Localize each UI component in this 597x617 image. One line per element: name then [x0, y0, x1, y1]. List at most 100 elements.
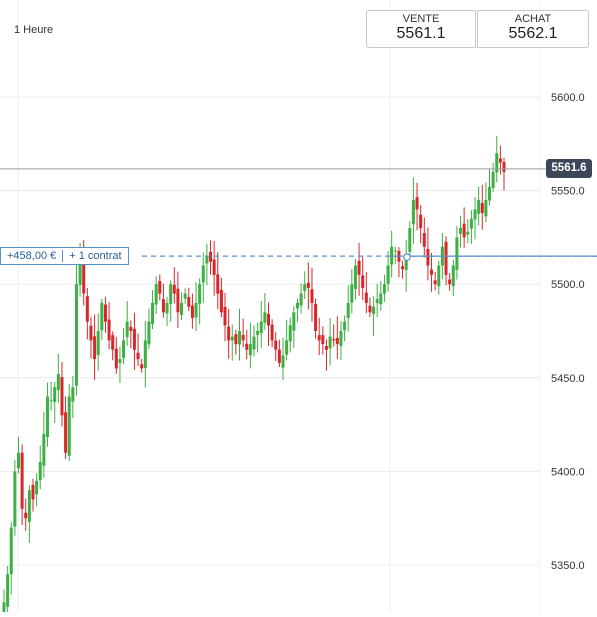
candle-body — [234, 334, 238, 345]
candle-body — [404, 256, 408, 270]
y-tick-label: 5500.0 — [551, 279, 585, 291]
candle-body — [328, 336, 332, 349]
candle-body — [433, 280, 437, 285]
candle-body — [502, 161, 506, 172]
candle-body — [96, 331, 100, 356]
candle-body — [122, 340, 126, 359]
candle-body — [375, 299, 379, 304]
sell-price: 5561.1 — [396, 25, 446, 42]
candle-body — [187, 297, 191, 307]
candle-body — [266, 314, 270, 326]
sell-label: VENTE — [402, 13, 440, 25]
sell-button[interactable]: VENTE 5561.1 — [366, 10, 476, 48]
candle-body — [212, 259, 216, 275]
candle-body — [216, 274, 220, 294]
badge-divider — [62, 250, 64, 262]
candle-body — [205, 256, 209, 264]
candle-body — [180, 302, 184, 315]
candle-body — [372, 306, 376, 314]
candle-body — [324, 346, 328, 350]
candle-body — [386, 265, 390, 284]
candle-body — [303, 284, 307, 291]
candle-body — [295, 302, 299, 309]
candle-body — [350, 284, 354, 303]
candle-body — [484, 199, 488, 217]
candle-body — [310, 289, 314, 303]
candle-body — [67, 396, 71, 456]
candle-body — [277, 349, 281, 363]
candle-body — [422, 232, 426, 247]
candle-body — [129, 326, 133, 331]
candle-body — [20, 452, 24, 509]
candle-body — [230, 336, 234, 341]
candle-body — [292, 312, 296, 331]
candle-body — [448, 279, 452, 285]
candle-body — [2, 602, 6, 617]
candle-body — [314, 303, 318, 331]
candle-body — [480, 203, 484, 214]
candle-body — [393, 250, 397, 252]
candle-body — [53, 387, 57, 402]
position-badge[interactable]: +458,00 € + 1 contrat — [0, 247, 129, 265]
candle-body — [169, 284, 173, 304]
timeframe-label[interactable]: 1 Heure — [14, 24, 54, 36]
candle-body — [9, 527, 13, 575]
y-tick-label: 5600.0 — [551, 92, 585, 104]
candle-body — [143, 340, 147, 369]
candle-body — [132, 328, 136, 350]
candle-body — [114, 348, 118, 369]
candle-body — [361, 275, 365, 288]
y-tick-label: 5400.0 — [551, 466, 585, 478]
candle-body — [274, 340, 278, 350]
candle-body — [219, 289, 223, 313]
candle-body — [245, 343, 249, 350]
candle-body — [78, 256, 82, 285]
candle-body — [364, 292, 368, 303]
candle-body — [103, 304, 107, 322]
candle-body — [125, 321, 129, 338]
candle-body — [158, 280, 162, 294]
candle-body — [451, 265, 455, 287]
candle-body — [56, 374, 60, 391]
position-pnl: +458,00 € — [7, 250, 57, 262]
candle-body — [473, 209, 477, 220]
candle-body — [419, 214, 423, 229]
candle-body — [201, 265, 205, 283]
candle-body — [190, 305, 194, 318]
candle-body — [42, 433, 46, 466]
candle-body — [111, 335, 115, 350]
candle-body — [241, 334, 245, 341]
candle-body — [317, 335, 321, 341]
candle-body — [469, 218, 473, 229]
candle-body — [335, 338, 339, 345]
candle-body — [172, 284, 176, 294]
candle-body — [411, 199, 415, 225]
entry-marker — [403, 253, 411, 261]
buy-button[interactable]: ACHAT 5562.1 — [477, 10, 589, 48]
candle-body — [27, 490, 31, 522]
candle-body — [64, 412, 68, 453]
y-tick-label: 5450.0 — [551, 373, 585, 385]
candle-body — [401, 266, 405, 270]
candle-body — [49, 400, 53, 402]
candle-body — [165, 302, 169, 314]
candle-body — [332, 339, 336, 341]
candle-body — [71, 387, 75, 402]
candle-body — [176, 288, 180, 313]
candle-body — [426, 249, 430, 266]
buy-label: ACHAT — [514, 13, 552, 25]
candle-body — [140, 364, 144, 369]
candle-body — [455, 237, 459, 270]
candle-body — [256, 331, 260, 335]
candle-body — [437, 265, 441, 287]
candle-body — [270, 324, 274, 341]
candle-body — [368, 305, 372, 313]
candle-body — [382, 284, 386, 294]
candle-body — [24, 512, 28, 519]
candle-body — [223, 306, 227, 326]
candle-body — [13, 471, 17, 527]
candle-body — [321, 335, 325, 345]
buy-price: 5562.1 — [508, 25, 558, 42]
